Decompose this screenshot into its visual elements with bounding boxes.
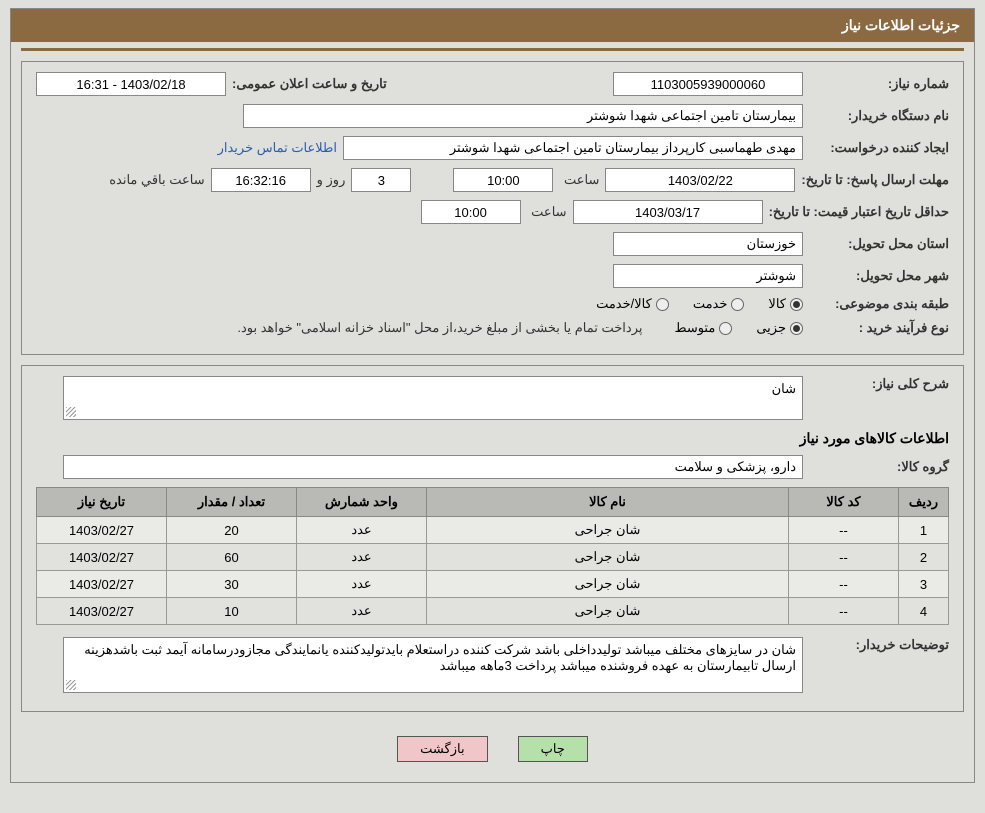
announce-field: 1403/02/18 - 16:31 bbox=[36, 72, 226, 96]
separator bbox=[21, 48, 964, 51]
th-qty: تعداد / مقدار bbox=[167, 488, 297, 517]
group-label: گروه کالا: bbox=[809, 459, 949, 475]
category-label: طبقه بندی موضوعی: bbox=[809, 296, 949, 312]
buyer-org-label: نام دستگاه خریدار: bbox=[809, 108, 949, 124]
cell-row: 1 bbox=[899, 517, 949, 544]
table-row: 4--شان جراحیعدد101403/02/27 bbox=[37, 598, 949, 625]
buyer-org-field: بیمارستان تامین اجتماعی شهدا شوشتر bbox=[243, 104, 803, 128]
table-row: 2--شان جراحیعدد601403/02/27 bbox=[37, 544, 949, 571]
request-no-label: شماره نیاز: bbox=[809, 76, 949, 92]
purchase-type-radio-group: جزیی متوسط bbox=[674, 320, 803, 336]
city-label: شهر محل تحویل: bbox=[809, 268, 949, 284]
cell-row: 4 bbox=[899, 598, 949, 625]
radio-goods[interactable]: کالا bbox=[768, 296, 803, 312]
info-panel: شماره نیاز: 1103005939000060 تاریخ و ساع… bbox=[21, 61, 964, 355]
cell-unit: عدد bbox=[297, 517, 427, 544]
cell-qty: 20 bbox=[167, 517, 297, 544]
th-name: نام کالا bbox=[427, 488, 789, 517]
cell-row: 2 bbox=[899, 544, 949, 571]
cell-code: -- bbox=[789, 571, 899, 598]
validity-date-field: 1403/03/17 bbox=[573, 200, 763, 224]
announce-label: تاریخ و ساعت اعلان عمومی: bbox=[232, 76, 387, 92]
buyer-notes-value: شان در سایزهای مختلف میباشد تولیدداخلی ب… bbox=[84, 642, 796, 673]
purchase-note: پرداخت تمام یا بخشی از مبلغ خرید،از محل … bbox=[237, 320, 642, 336]
city-field: شوشتر bbox=[613, 264, 803, 288]
cell-row: 3 bbox=[899, 571, 949, 598]
radio-both[interactable]: کالا/خدمت bbox=[596, 296, 669, 312]
cell-qty: 10 bbox=[167, 598, 297, 625]
th-unit: واحد شمارش bbox=[297, 488, 427, 517]
cell-code: -- bbox=[789, 517, 899, 544]
requester-label: ایجاد کننده درخواست: bbox=[809, 140, 949, 156]
deadline-time-field: 10:00 bbox=[453, 168, 553, 192]
cell-date: 1403/02/27 bbox=[37, 598, 167, 625]
description-panel: شرح کلی نیاز: شان اطلاعات کالاهای مورد ن… bbox=[21, 365, 964, 712]
button-bar: چاپ بازگشت bbox=[11, 722, 974, 782]
requester-field: مهدی طهماسبی کارپرداز بیمارستان تامین اج… bbox=[343, 136, 803, 160]
general-desc-label: شرح کلی نیاز: bbox=[809, 376, 949, 392]
main-window: جزئیات اطلاعات نیاز شماره نیاز: 11030059… bbox=[10, 8, 975, 783]
radio-dot-icon bbox=[719, 322, 732, 335]
radio-dot-icon bbox=[790, 298, 803, 311]
th-date: تاریخ نیاز bbox=[37, 488, 167, 517]
radio-dot-icon bbox=[731, 298, 744, 311]
cell-unit: عدد bbox=[297, 571, 427, 598]
province-field: خوزستان bbox=[613, 232, 803, 256]
deadline-date-field: 1403/02/22 bbox=[605, 168, 795, 192]
cell-qty: 60 bbox=[167, 544, 297, 571]
time-label-1: ساعت bbox=[559, 172, 599, 188]
cell-unit: عدد bbox=[297, 544, 427, 571]
radio-dot-icon bbox=[656, 298, 669, 311]
days-remaining-field: 3 bbox=[351, 168, 411, 192]
category-radio-group: کالا خدمت کالا/خدمت bbox=[596, 296, 803, 312]
cell-name: شان جراحی bbox=[427, 571, 789, 598]
cell-date: 1403/02/27 bbox=[37, 571, 167, 598]
cell-date: 1403/02/27 bbox=[37, 544, 167, 571]
th-row: ردیف bbox=[899, 488, 949, 517]
validity-label: حداقل تاریخ اعتبار قیمت: تا تاریخ: bbox=[769, 204, 949, 220]
deadline-label: مهلت ارسال پاسخ: تا تاریخ: bbox=[801, 172, 949, 188]
back-button[interactable]: بازگشت bbox=[397, 736, 487, 762]
group-field: دارو، پزشکی و سلامت bbox=[63, 455, 803, 479]
table-row: 1--شان جراحیعدد201403/02/27 bbox=[37, 517, 949, 544]
page-title: جزئیات اطلاعات نیاز bbox=[842, 17, 960, 33]
cell-name: شان جراحی bbox=[427, 544, 789, 571]
cell-name: شان جراحی bbox=[427, 598, 789, 625]
radio-service[interactable]: خدمت bbox=[693, 296, 745, 312]
buyer-notes-label: توضیحات خریدار: bbox=[809, 637, 949, 653]
general-desc-textarea[interactable]: شان bbox=[63, 376, 803, 420]
request-no-field: 1103005939000060 bbox=[613, 72, 803, 96]
province-label: استان محل تحویل: bbox=[809, 236, 949, 252]
radio-minor[interactable]: جزیی bbox=[756, 320, 803, 336]
cell-date: 1403/02/27 bbox=[37, 517, 167, 544]
radio-dot-icon bbox=[790, 322, 803, 335]
table-row: 3--شان جراحیعدد301403/02/27 bbox=[37, 571, 949, 598]
validity-time-field: 10:00 bbox=[421, 200, 521, 224]
days-suffix: روز و bbox=[317, 172, 346, 188]
items-table: ردیف کد کالا نام کالا واحد شمارش تعداد /… bbox=[36, 487, 949, 625]
purchase-type-label: نوع فرآیند خرید : bbox=[809, 320, 949, 336]
time-remaining-field: 16:32:16 bbox=[211, 168, 311, 192]
items-section-title: اطلاعات کالاهای مورد نیاز bbox=[36, 430, 949, 447]
buyer-notes-textarea[interactable]: شان در سایزهای مختلف میباشد تولیدداخلی ب… bbox=[63, 637, 803, 693]
print-button[interactable]: چاپ bbox=[518, 736, 588, 762]
th-code: کد کالا bbox=[789, 488, 899, 517]
time-label-2: ساعت bbox=[527, 204, 567, 220]
buyer-contact-link[interactable]: اطلاعات تماس خریدار bbox=[218, 140, 337, 156]
resize-grip-icon[interactable] bbox=[66, 680, 76, 690]
remaining-suffix: ساعت باقي مانده bbox=[109, 172, 204, 188]
page-header: جزئیات اطلاعات نیاز bbox=[11, 9, 974, 42]
cell-code: -- bbox=[789, 544, 899, 571]
radio-medium[interactable]: متوسط bbox=[674, 320, 732, 336]
cell-code: -- bbox=[789, 598, 899, 625]
cell-name: شان جراحی bbox=[427, 517, 789, 544]
general-desc-value: شان bbox=[772, 381, 796, 396]
cell-qty: 30 bbox=[167, 571, 297, 598]
resize-grip-icon[interactable] bbox=[66, 407, 76, 417]
cell-unit: عدد bbox=[297, 598, 427, 625]
